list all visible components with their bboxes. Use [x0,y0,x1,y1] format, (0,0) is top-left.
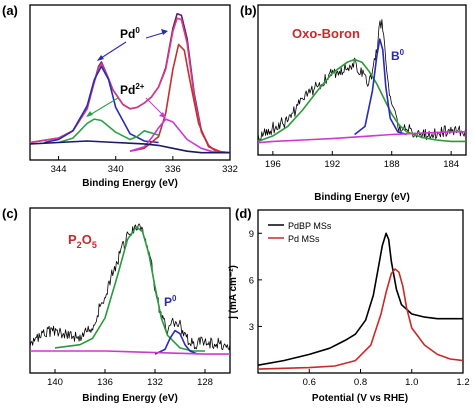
panel-b-label: (b) [240,3,257,18]
arrowhead-pd0-left [97,55,104,61]
panel-d: (d) 0.6 0.8 1.0 1.2 3 6 9 Potential (V vs RHE)… [228,206,470,404]
panel-c-x-tick-label: 132 [147,377,163,388]
panel-d-label: (d) [235,206,252,221]
panel-c-label: (c) [2,206,18,221]
panel-c-x-ticks: 140 136 132 128 [47,369,213,388]
panel-c-x-tick-label: 140 [47,377,63,388]
panel-d-x-tick-label: 1.0 [405,377,418,388]
annotation-p2o5: P2O5 [68,232,97,250]
arrow-pd2-left [87,97,119,117]
panel-b-series-oxo-boron [257,58,466,143]
panel-b-x-tick-label: 188 [384,159,400,170]
panel-c-plot [29,223,231,355]
panel-a-x-tick-label: 332 [222,164,238,175]
panel-c-series-p2o5 [54,226,205,352]
panel-a-x-ticks: 344 340 336 332 [51,156,238,175]
panel-d-x-tick-label: 0.8 [354,377,367,388]
panel-a-x-tick-label: 344 [51,164,67,175]
panel-b-x-tick-label: 196 [265,159,281,170]
panel-d-y-tick-label: 6 [249,275,254,286]
panel-d-x-tick-label: 0.6 [303,377,316,388]
arrowhead-pd2-right [159,112,166,118]
annotation-pd2: Pd2+ [120,82,145,97]
annotation-b0: B0 [391,48,405,63]
annotation-pd0: Pd0 [120,26,140,41]
legend-label-pd: Pd MSs [288,234,320,244]
panel-d-series-pd-mss [257,268,464,370]
panel-b-series-raw [257,19,467,141]
panel-a-series-pd0-3d3-2 [44,65,159,144]
panel-d-plot [257,232,464,370]
panel-a-series-background [29,140,230,154]
panel-c-frame [29,207,231,374]
panel-d-x-axis-label: Potential (V vs RHE) [312,393,408,404]
arrowhead-pd2-left [86,111,93,117]
panel-a-x-tick-label: 340 [108,164,124,175]
arrowhead-pd0-right [161,29,168,35]
legend-label-pdbp: PdBP MSs [288,221,332,231]
panel-b-series-background [257,131,466,144]
panel-c-x-tick-label: 136 [97,377,113,388]
panel-c-series-raw [29,223,231,351]
panel-b-x-tick-label: 192 [324,159,340,170]
panel-b-x-ticks: 196 192 188 184 [265,151,459,170]
panel-b-x-tick-label: 184 [443,159,459,170]
panel-d-legend: PdBP MSs Pd MSs [268,221,332,244]
annotation-oxo-boron: Oxo-Boron [292,26,360,41]
panel-c-x-tick-label: 128 [197,377,213,388]
panel-d-series-pdbp-mss [257,232,463,366]
panel-b-series-b0 [354,38,407,136]
arrow-pd2-right [145,97,165,117]
panel-c-series-background [30,350,230,355]
panel-d-ticks: 0.6 0.8 1.0 1.2 3 6 9 [249,229,470,388]
panel-d-y-tick-label: 3 [249,322,254,333]
panel-b-frame [257,4,467,156]
panel-b-plot [257,19,467,144]
panel-a-label: (a) [2,3,18,18]
annotation-p0: P0 [164,294,177,309]
panel-a-series-pd2-b [129,118,216,154]
panel-d-y-tick-label: 9 [249,229,254,240]
panel-a-series-pd0-3d5-2 [129,43,224,154]
panel-c: (c) 140 136 132 128 Binding Energy (eV) P2O… [2,206,231,404]
panel-a: (a) 344 340 336 332 Binding Energy (eV) Pd0… [2,3,238,189]
panel-b: (b) 196 192 188 184 Binding Energy (eV) Oxo… [240,3,467,203]
panel-c-x-axis-label: Binding Energy (eV) [82,393,178,404]
panel-d-x-tick-label: 1.2 [456,377,469,388]
panel-d-y-axis-label: j (mA cm⁻²) [228,265,239,320]
panel-a-x-tick-label: 336 [165,164,181,175]
panel-a-x-axis-label: Binding Energy (eV) [82,178,178,189]
panel-a-frame [29,4,231,161]
panel-b-x-axis-label: Binding Energy (eV) [314,192,410,203]
panel-a-plot [29,13,231,154]
panel-a-series-pd2- [58,118,159,144]
arrow-pd0-left [97,41,127,61]
panel-c-series-p0 [154,329,198,355]
